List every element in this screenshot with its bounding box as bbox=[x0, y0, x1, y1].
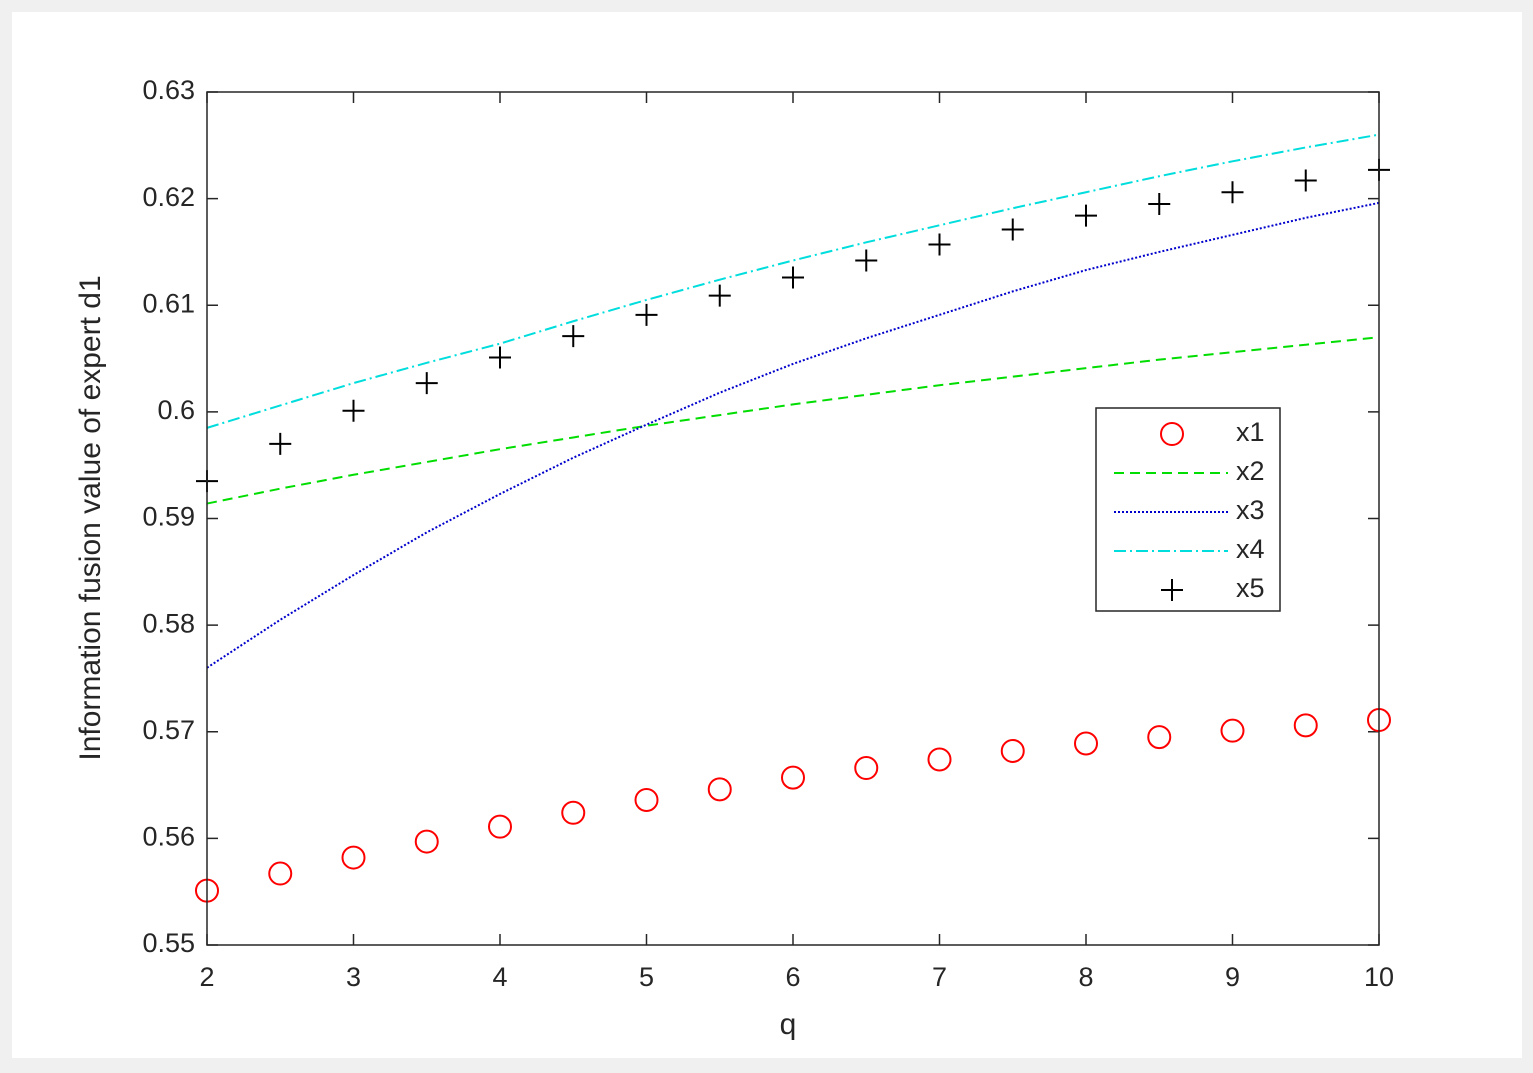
legend-label: x4 bbox=[1236, 534, 1265, 564]
marker bbox=[635, 303, 658, 326]
x-tick-label: 10 bbox=[1364, 962, 1394, 992]
y-tick-label: 0.61 bbox=[142, 288, 195, 318]
marker bbox=[855, 249, 878, 272]
y-tick-label: 0.55 bbox=[142, 928, 195, 958]
legend-label: x1 bbox=[1236, 417, 1265, 447]
y-tick-label: 0.57 bbox=[142, 715, 195, 745]
x-tick-label: 4 bbox=[492, 962, 507, 992]
marker bbox=[928, 233, 951, 256]
marker bbox=[562, 325, 585, 348]
marker bbox=[341, 845, 366, 870]
y-tick-label: 0.6 bbox=[157, 395, 195, 425]
marker bbox=[1000, 738, 1025, 763]
marker bbox=[927, 747, 952, 772]
axes-box bbox=[206, 91, 1380, 946]
x-tick-label: 7 bbox=[932, 962, 947, 992]
legend-label: x5 bbox=[1236, 573, 1265, 603]
x-axis-label: q bbox=[780, 1008, 797, 1041]
marker bbox=[1147, 725, 1172, 750]
marker bbox=[1148, 192, 1171, 215]
marker bbox=[1221, 181, 1244, 204]
legend-label: x3 bbox=[1236, 495, 1265, 525]
marker bbox=[342, 399, 365, 422]
marker bbox=[634, 787, 659, 812]
marker bbox=[1075, 204, 1097, 227]
marker bbox=[268, 861, 293, 886]
marker bbox=[415, 372, 438, 395]
legend-label: x2 bbox=[1236, 456, 1265, 486]
legend-box bbox=[1095, 407, 1281, 612]
marker bbox=[854, 756, 879, 781]
marker bbox=[1294, 169, 1317, 192]
marker bbox=[782, 266, 804, 289]
y-tick-label: 0.59 bbox=[142, 502, 195, 532]
marker bbox=[414, 829, 439, 854]
x-tick-label: 8 bbox=[1078, 962, 1093, 992]
marker bbox=[489, 346, 511, 369]
y-tick-label: 0.63 bbox=[142, 75, 195, 105]
marker bbox=[707, 777, 732, 802]
x-tick-label: 5 bbox=[639, 962, 654, 992]
marker bbox=[1220, 718, 1245, 743]
marker bbox=[708, 284, 731, 307]
series-line bbox=[206, 201, 1380, 669]
x-tick-label: 9 bbox=[1225, 962, 1240, 992]
x-tick-label: 6 bbox=[785, 962, 800, 992]
y-axis-label: Information fusion value of expert d1 bbox=[74, 275, 107, 760]
marker bbox=[1161, 579, 1183, 601]
x-tick-label: 2 bbox=[199, 962, 214, 992]
y-tick-label: 0.56 bbox=[142, 822, 195, 852]
marker bbox=[781, 765, 805, 790]
marker bbox=[488, 814, 512, 839]
marker bbox=[561, 800, 586, 825]
y-tick-label: 0.58 bbox=[142, 608, 195, 638]
marker bbox=[1293, 713, 1318, 738]
y-tick-label: 0.62 bbox=[142, 182, 195, 212]
series-line bbox=[206, 133, 1380, 429]
legend: x1 x2 x3 x4 x5 bbox=[1095, 407, 1281, 612]
x-tick-label: 3 bbox=[346, 962, 361, 992]
marker bbox=[1074, 731, 1098, 756]
series-line bbox=[206, 336, 1380, 505]
marker bbox=[1160, 422, 1184, 446]
marker bbox=[269, 432, 292, 455]
marker bbox=[1001, 218, 1024, 241]
